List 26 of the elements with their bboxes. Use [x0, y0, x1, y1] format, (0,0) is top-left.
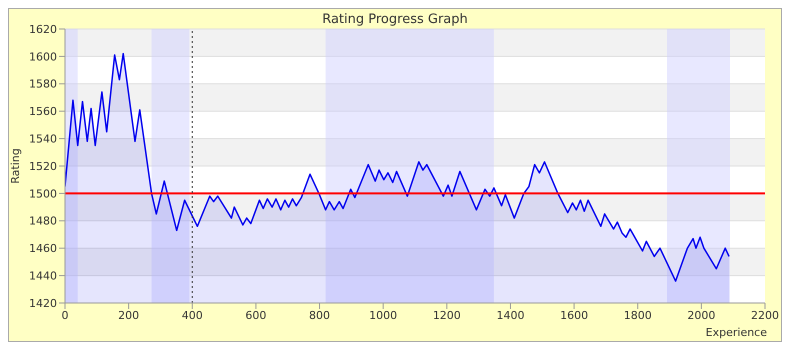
y-tick-label: 1580 [29, 78, 57, 91]
y-tick-label: 1520 [29, 160, 57, 173]
y-tick-label: 1540 [29, 132, 57, 146]
x-tick-label: 600 [245, 308, 266, 322]
y-tick-label: 1620 [29, 22, 57, 36]
x-tick-label: 1800 [624, 308, 652, 322]
x-tick-label: 200 [118, 308, 140, 322]
y-tick-label: 1600 [29, 50, 57, 64]
y-tick-label: 1560 [29, 105, 57, 118]
y-tick-label: 1420 [29, 296, 57, 310]
x-tick-label: 2200 [751, 308, 779, 322]
x-tick-label: 1200 [432, 308, 461, 322]
y-tick-label: 1500 [29, 187, 57, 200]
x-tick-label: 1400 [496, 308, 524, 322]
y-tick-label: 1440 [29, 270, 57, 283]
x-axis-title: Experience [706, 326, 767, 339]
x-tick-label: 1000 [369, 308, 398, 322]
y-axis-title: Rating [8, 148, 22, 184]
y-tick-label: 1460 [29, 242, 57, 256]
x-tick-label: 2000 [687, 308, 716, 322]
x-tick-label: 1600 [560, 308, 588, 322]
x-tick-label: 800 [309, 308, 330, 322]
y-tick-label: 1480 [29, 214, 57, 228]
x-tick-label: 400 [182, 308, 203, 322]
chart-title: Rating Progress Graph [322, 12, 468, 27]
x-tick-label: 0 [62, 308, 68, 322]
